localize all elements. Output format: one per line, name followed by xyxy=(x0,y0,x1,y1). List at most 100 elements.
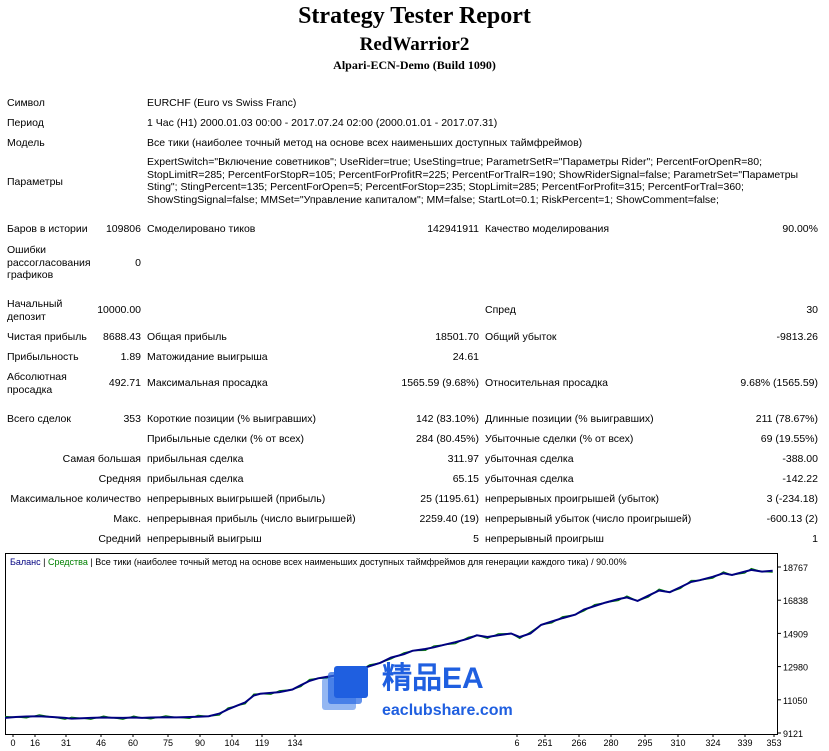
x-tick-label: 31 xyxy=(61,738,71,748)
gross-loss-label: Общий убыток xyxy=(485,331,557,343)
cons-loss-value: -600.13 (2) xyxy=(766,513,818,525)
abs-drawdown-value: 492.71 xyxy=(108,377,141,389)
x-tick-label: 90 xyxy=(195,738,205,748)
spread-value: 30 xyxy=(806,304,818,316)
x-tick-label: 280 xyxy=(603,738,618,748)
max-count-label: Максимальное количество xyxy=(10,493,141,505)
bars-label: Баров в истории xyxy=(7,223,88,235)
loss-trades-label: Убыточные сделки (% от всех) xyxy=(485,433,634,445)
quality-value: 90.00% xyxy=(782,223,818,235)
deposit-value: 10000.00 xyxy=(97,304,141,316)
legend-description: Все тики (наиболее точный метод на основ… xyxy=(95,557,626,567)
period-label: Период xyxy=(7,117,44,129)
max-drawdown-label: Максимальная просадка xyxy=(147,377,268,389)
largest-loss-label: убыточная сделка xyxy=(485,453,574,465)
balance-chart: Баланс | Средства | Все тики (наиболее т… xyxy=(5,553,808,748)
largest-label: Самая большая xyxy=(62,453,141,465)
x-tick-label: 251 xyxy=(537,738,552,748)
x-tick-label: 6 xyxy=(514,738,519,748)
y-tick-label: 14909 xyxy=(783,629,808,639)
loss-trades-value: 69 (19.55%) xyxy=(760,433,818,445)
win-trades-label: Прибыльные сделки (% от всех) xyxy=(147,433,305,445)
bars-value: 109806 xyxy=(105,223,141,235)
x-tick-label: 104 xyxy=(224,738,239,748)
avg-cons-losses-value: 1 xyxy=(812,533,818,545)
legend-balance: Баланс xyxy=(10,557,41,567)
expert-name: RedWarrior2 xyxy=(359,34,470,55)
chart-frame xyxy=(5,553,778,735)
avg-win-label: прибыльная сделка xyxy=(147,473,244,485)
x-tick-label: 353 xyxy=(766,738,781,748)
profit-factor-label: Прибыльность xyxy=(7,351,79,363)
total-trades-value: 353 xyxy=(123,413,141,425)
total-trades-label: Всего сделок xyxy=(7,413,71,425)
watermark-site: eaclubshare.com xyxy=(382,702,513,719)
net-profit-value: 8688.43 xyxy=(103,331,141,343)
deposit-label: Начальный депозит xyxy=(7,298,63,323)
max-drawdown-value: 1565.59 (9.68%) xyxy=(401,377,479,389)
avg-cons-wins-value: 5 xyxy=(473,533,479,545)
report-title: Strategy Tester Report xyxy=(298,3,531,29)
quality-label: Качество моделирования xyxy=(485,223,610,235)
largest-loss-value: -388.00 xyxy=(782,453,818,465)
short-positions-value: 142 (83.10%) xyxy=(415,413,479,425)
largest-win-label: прибыльная сделка xyxy=(147,453,244,465)
x-tick-label: 46 xyxy=(96,738,106,748)
ticks-value: 142941911 xyxy=(427,223,479,235)
y-tick-label: 16838 xyxy=(783,596,808,606)
server-name: Alpari-ECN-Demo (Build 1090) xyxy=(333,58,496,72)
cons-profit-label: непрерывная прибыль (число выигрышей) xyxy=(147,513,356,525)
x-tick-label: 134 xyxy=(287,738,302,748)
legend-sep-2: | xyxy=(88,557,95,567)
abs-drawdown-label: Абсолютная просадка xyxy=(7,371,67,396)
avg-cons-wins-label: непрерывный выигрыш xyxy=(147,533,262,545)
gross-profit-label: Общая прибыль xyxy=(147,331,227,343)
x-tick-label: 295 xyxy=(637,738,652,748)
errors-label: Ошибки рассогласования графиков xyxy=(7,244,91,281)
y-tick-label: 9121 xyxy=(783,729,803,739)
long-positions-label: Длинные позиции (% выигравших) xyxy=(485,413,654,425)
gross-loss-value: -9813.26 xyxy=(776,331,818,343)
legend-equity: Средства xyxy=(48,557,88,567)
watermark-brand: 精品EA xyxy=(382,662,484,695)
x-tick-label: 16 xyxy=(30,738,40,748)
chart-legend: Баланс | Средства | Все тики (наиболее т… xyxy=(10,557,627,567)
avg2-label: Средний xyxy=(98,533,141,545)
short-positions-label: Короткие позиции (% выигравших) xyxy=(147,413,317,425)
avg-loss-label: убыточная сделка xyxy=(485,473,574,485)
symbol-value: EURCHF (Euro vs Swiss Franc) xyxy=(147,97,297,109)
x-tick-label: 75 xyxy=(163,738,173,748)
y-tick-label: 18767 xyxy=(783,563,808,573)
params-label: Параметры xyxy=(7,176,63,188)
payoff-value: 24.61 xyxy=(452,351,479,363)
x-tick-label: 339 xyxy=(737,738,752,748)
cons-profit-value: 2259.40 (19) xyxy=(419,513,479,525)
ticks-label: Смоделировано тиков xyxy=(147,223,256,235)
errors-value: 0 xyxy=(135,257,141,269)
max-label: Макс. xyxy=(113,513,141,525)
payoff-label: Матожидание выигрыша xyxy=(147,351,268,363)
average-label: Средняя xyxy=(98,473,141,485)
cons-loss-label: непрерывный убыток (число проигрышей) xyxy=(485,513,692,525)
avg-loss-value: -142.22 xyxy=(782,473,818,485)
avg-cons-losses-label: непрерывный проигрыш xyxy=(485,533,604,545)
largest-win-value: 311.97 xyxy=(447,453,479,465)
net-profit-label: Чистая прибыль xyxy=(7,331,87,343)
gross-profit-value: 18501.70 xyxy=(435,331,479,343)
x-tick-label: 119 xyxy=(255,738,269,748)
x-tick-label: 266 xyxy=(571,738,586,748)
rel-drawdown-label: Относительная просадка xyxy=(485,377,608,389)
cons-wins-value: 25 (1195.61) xyxy=(420,493,479,505)
x-tick-label: 0 xyxy=(10,738,15,748)
params-value: ExpertSwitch="Включение советников"; Use… xyxy=(147,156,799,206)
cons-losses-value: 3 (-234.18) xyxy=(766,493,818,505)
x-tick-label: 60 xyxy=(128,738,138,748)
x-tick-label: 324 xyxy=(705,738,720,748)
profit-factor-value: 1.89 xyxy=(120,351,141,363)
cons-losses-label: непрерывных проигрышей (убыток) xyxy=(485,493,660,505)
avg-win-value: 65.15 xyxy=(452,473,479,485)
legend-sep-1: | xyxy=(41,557,48,567)
stack-icon xyxy=(322,666,368,710)
balance-series-line xyxy=(5,568,773,720)
model-label: Модель xyxy=(7,137,45,149)
